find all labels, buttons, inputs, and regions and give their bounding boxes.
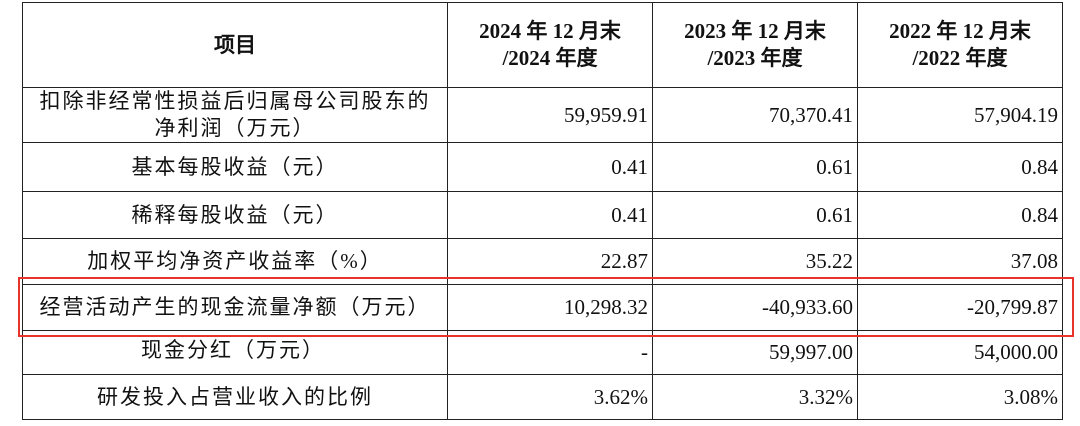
value-cell: 70,370.41 [652,87,858,143]
value-cell: 0.41 [447,191,653,239]
header-cell: 2024 年 12 月末/2024 年度 [447,2,653,88]
label-line: 净利润（万元） [154,116,316,140]
value-cell: 0.61 [652,142,858,192]
value-cell: 3.08% [857,374,1063,420]
table-row: 扣除非经常性损益后归属母公司股东的 净利润（万元） 59,959.91 70,370.… [22,87,1063,143]
header-line: 项目 [214,32,256,57]
label-cell: 稀释每股收益（元） [22,191,448,239]
label-line: 现金分红（万元） [141,337,325,362]
label-cell: 扣除非经常性损益后归属母公司股东的 净利润（万元） [22,87,448,143]
value-cell: 0.41 [447,142,653,192]
header-cell: 项目 [22,2,448,88]
header-row: 项目 2024 年 12 月末/2024 年度 2023 年 12 月末/2023 … [22,2,1063,88]
label-line: 基本每股收益（元） [131,154,339,179]
value-cell: 57,904.19 [857,87,1063,143]
header-line: 2024 年 12 月末 [479,19,621,43]
label-line: 扣除非经常性损益后归属母公司股东的 [39,89,431,113]
label-cell: 基本每股收益（元） [22,142,448,192]
label-line: 研发投入占营业收入的比例 [97,384,373,409]
value-cell: 0.84 [857,191,1063,239]
label-cell: 研发投入占营业收入的比例 [22,374,448,420]
value-cell: 10,298.32 [447,284,653,331]
label-line: 稀释每股收益（元） [131,202,339,227]
label-cell: 现金分红（万元） [22,330,448,375]
value-cell: 54,000.00 [857,330,1063,375]
header-cell: 2023 年 12 月末/2023 年度 [652,2,858,88]
table-row: 现金分红（万元） -59,997.00 54,000.00 [22,330,1063,375]
header-line: /2023 年度 [707,46,803,70]
header-line: /2022 年度 [912,46,1008,70]
value-cell: 3.32% [652,374,858,420]
header-line: 2023 年 12 月末 [684,19,826,43]
value-cell: 0.61 [652,191,858,239]
value-cell: - [447,330,653,375]
header-line: /2024 年度 [502,46,598,70]
header-line: 2022 年 12 月末 [889,19,1031,43]
label-line: 加权平均净资产收益率（%） [87,249,383,273]
highlight-box [18,277,1074,337]
value-cell: 0.84 [857,142,1063,192]
table-row: 基本每股收益（元） 0.41 0.61 0.84 [22,142,1063,192]
value-cell: 3.62% [447,374,653,420]
table-row: 稀释每股收益（元） 0.41 0.61 0.84 [22,191,1063,239]
label-line: 经营活动产生的现金流量净额（万元） [39,295,431,319]
value-cell: 59,959.91 [447,87,653,143]
table-row: 研发投入占营业收入的比例 3.62% 3.32% 3.08% [22,374,1063,420]
data-table: 项目 2024 年 12 月末/2024 年度 2023 年 12 月末/2023 … [22,2,1063,420]
header-cell: 2022 年 12 月末/2022 年度 [857,2,1063,88]
value-cell: 59,997.00 [652,330,858,375]
